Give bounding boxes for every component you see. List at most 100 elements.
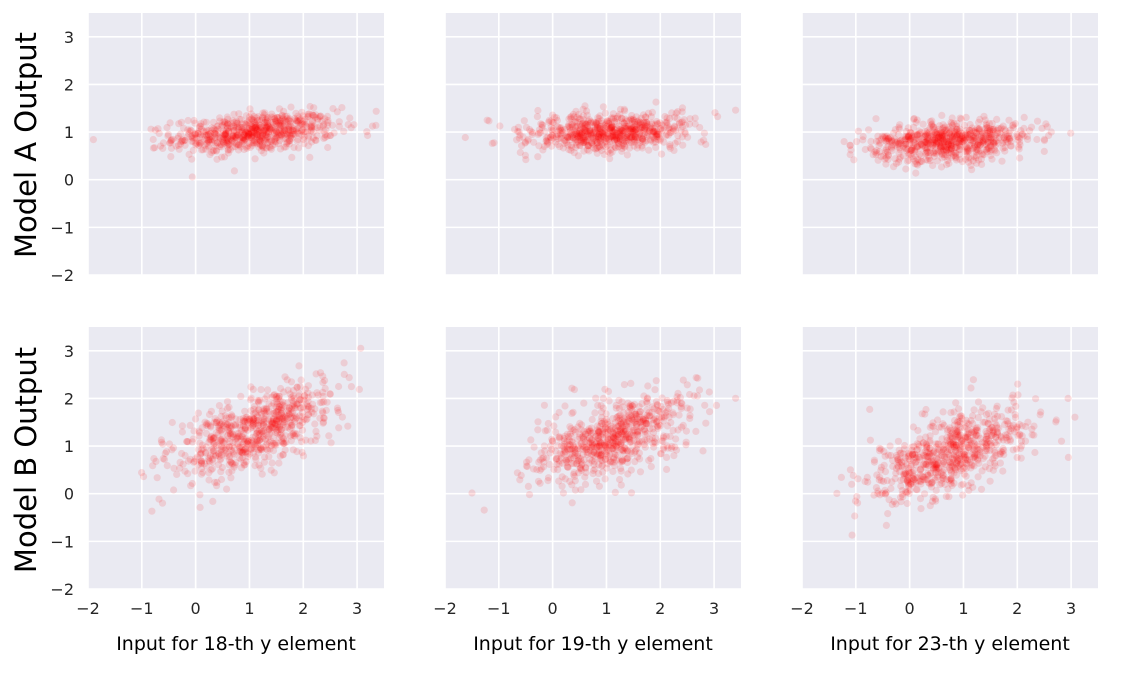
- scatter-point: [692, 374, 700, 382]
- scatter-point: [168, 136, 176, 144]
- scatter-point: [242, 448, 250, 456]
- scatter-point: [553, 116, 562, 125]
- scatter-point: [637, 423, 645, 431]
- scatter-point: [232, 435, 240, 443]
- scatter-point: [620, 414, 628, 422]
- scatter-point: [304, 397, 312, 405]
- scatter-point: [896, 468, 904, 476]
- scatter-point: [646, 127, 654, 135]
- scatter-point: [904, 132, 912, 141]
- scatter-point: [553, 454, 561, 462]
- scatter-point: [242, 435, 250, 443]
- scatter-point: [281, 121, 289, 129]
- scatter-point: [235, 128, 243, 136]
- scatter-point: [281, 424, 289, 432]
- scatter-point: [585, 129, 593, 137]
- scatter-point: [949, 462, 957, 470]
- scatter-point: [633, 120, 642, 128]
- scatter-point: [149, 144, 157, 152]
- scatter-point: [650, 138, 658, 146]
- scatter-point: [611, 434, 620, 443]
- scatter-point: [917, 152, 925, 160]
- scatter-point: [900, 140, 908, 148]
- scatter-point: [992, 134, 1000, 142]
- scatter-point: [968, 462, 976, 470]
- scatter-point: [160, 455, 169, 463]
- scatter-point: [616, 135, 624, 144]
- scatter-point: [276, 121, 284, 129]
- scatter-point: [933, 157, 942, 165]
- scatter-point: [585, 147, 593, 155]
- scatter-point: [617, 446, 625, 454]
- scatter-point: [572, 107, 580, 115]
- scatter-point: [251, 432, 260, 440]
- scatter-point: [272, 128, 280, 136]
- scatter-point: [953, 459, 961, 467]
- scatter-point: [975, 147, 983, 155]
- scatter-point: [615, 127, 624, 135]
- scatter-point: [904, 464, 913, 472]
- scatter-point: [945, 129, 954, 137]
- scatter-point: [588, 436, 596, 444]
- scatter-point: [256, 435, 264, 444]
- scatter-point: [954, 457, 962, 465]
- scatter-point: [940, 143, 949, 151]
- scatter-point: [950, 469, 958, 477]
- scatter-point: [610, 458, 618, 466]
- scatter-point: [928, 130, 936, 138]
- scatter-point: [333, 108, 341, 116]
- scatter-point: [273, 400, 281, 408]
- scatter-point: [201, 131, 209, 139]
- scatter-point: [981, 452, 989, 460]
- scatter-point: [567, 432, 575, 441]
- scatter-point: [923, 442, 931, 451]
- scatter-point: [910, 131, 918, 139]
- scatter-point: [268, 141, 276, 149]
- scatter-point: [1017, 437, 1026, 445]
- scatter-point: [222, 127, 230, 135]
- scatter-point: [206, 130, 214, 138]
- scatter-point: [950, 408, 958, 416]
- scatter-point: [927, 121, 936, 129]
- scatter-point: [959, 443, 967, 451]
- scatter-point: [224, 140, 232, 148]
- scatter-point: [602, 424, 610, 432]
- scatter-point: [1045, 131, 1053, 140]
- scatter-point: [288, 153, 296, 161]
- scatter-point: [591, 123, 599, 131]
- scatter-point: [270, 391, 279, 399]
- scatter-point: [178, 428, 186, 436]
- scatter-point: [908, 146, 916, 154]
- scatter-point: [619, 446, 627, 454]
- scatter-point: [631, 133, 640, 141]
- scatter-point: [646, 125, 655, 133]
- scatter-point: [641, 113, 650, 121]
- scatter-point: [190, 427, 198, 435]
- scatter-point: [175, 141, 183, 149]
- scatter-point: [603, 141, 612, 149]
- scatter-point: [929, 136, 937, 144]
- scatter-point: [1014, 380, 1022, 388]
- scatter-point: [956, 413, 964, 421]
- scatter-point: [564, 455, 572, 463]
- scatter-point: [239, 133, 247, 141]
- scatter-point: [557, 134, 565, 142]
- scatter-point: [209, 497, 217, 505]
- scatter-point: [950, 148, 958, 156]
- scatter-point: [549, 118, 557, 127]
- scatter-point: [981, 418, 989, 426]
- scatter-point: [230, 444, 238, 452]
- scatter-point: [897, 476, 905, 484]
- scatter-point: [953, 131, 962, 139]
- scatter-point: [626, 438, 634, 446]
- scatter-point: [221, 132, 230, 140]
- scatter-point: [180, 124, 188, 132]
- scatter-point: [263, 432, 271, 440]
- scatter-point: [1021, 437, 1030, 445]
- scatter-point: [252, 114, 261, 122]
- scatter-point: [277, 131, 285, 139]
- scatter-point: [942, 492, 950, 500]
- scatter-point: [200, 118, 208, 126]
- scatter-point: [870, 491, 878, 499]
- scatter-point: [628, 415, 636, 423]
